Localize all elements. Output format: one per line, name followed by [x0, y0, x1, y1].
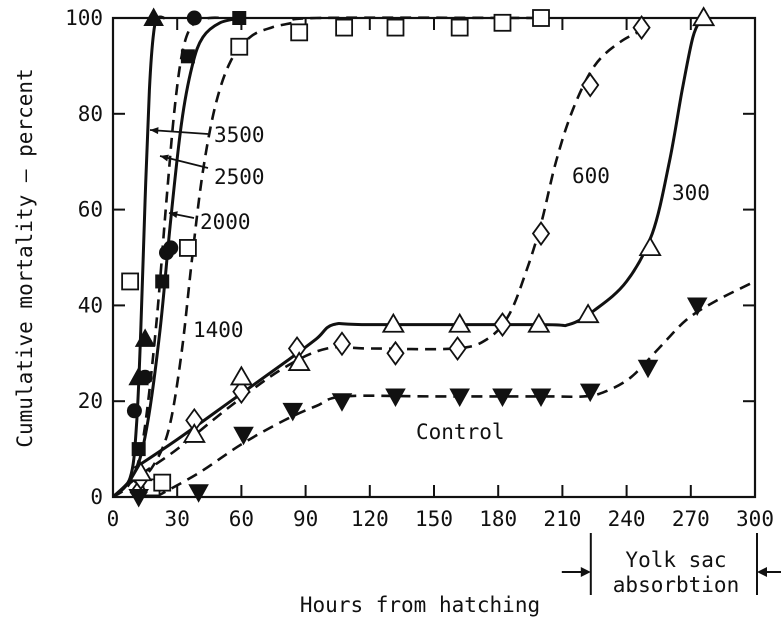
data-point-control	[282, 402, 304, 422]
data-point-1400	[493, 13, 512, 32]
data-point-300	[692, 6, 716, 27]
x-tick-label: 150	[415, 507, 453, 531]
data-point-1400	[230, 37, 249, 56]
x-tick-label: 0	[107, 507, 120, 531]
series-line-control	[155, 280, 756, 499]
data-point-2500	[186, 10, 202, 26]
leader-arrowhead	[150, 127, 159, 135]
y-tick-label: 40	[78, 293, 103, 317]
series-line-600	[112, 26, 649, 499]
data-point-3500	[134, 328, 156, 347]
series-line-3500	[111, 15, 165, 499]
series-label-2500: 2500	[214, 165, 265, 189]
data-point-300	[182, 422, 206, 443]
data-point-1400	[532, 9, 550, 27]
data-point-600	[581, 72, 600, 98]
series-labels: 3500 2500 2000 1400 600 300 Control	[149, 123, 710, 444]
y-tick-label: 60	[78, 198, 103, 222]
series-label-300: 300	[672, 181, 710, 205]
series-line-300	[133, 17, 703, 470]
data-point-300	[576, 303, 600, 324]
data-point-300	[638, 236, 662, 257]
data-point-300	[527, 312, 551, 333]
data-point-1400	[178, 239, 197, 257]
x-tick-label: 90	[293, 507, 318, 531]
x-tick-label: 210	[543, 507, 581, 531]
data-point-control	[530, 388, 552, 407]
data-point-control	[128, 489, 149, 508]
x-tick-label: 240	[608, 507, 646, 531]
yolk-sac-label-line2: absorbtion	[613, 573, 739, 597]
y-tick-label: 100	[65, 6, 103, 30]
x-tick-label: 180	[479, 507, 517, 531]
y-axis-title: Cumulative mortality – percent	[13, 68, 37, 447]
data-point-600	[531, 221, 551, 247]
data-point-2000	[232, 11, 247, 25]
data-point-600	[493, 312, 512, 338]
data-point-control	[385, 388, 406, 407]
data-point-control	[233, 426, 254, 446]
data-point-600	[448, 335, 467, 362]
data-point-3500	[143, 7, 164, 26]
data-point-600	[232, 379, 251, 405]
x-axis-title: Hours from hatching	[300, 593, 540, 617]
data-point-control	[331, 393, 353, 412]
data-point-300	[381, 312, 405, 333]
data-point-300	[287, 351, 311, 371]
data-point-control	[188, 484, 209, 503]
y-tick-label: 20	[78, 389, 103, 413]
series-line-1400	[133, 16, 542, 484]
x-tick-label: 270	[672, 507, 710, 531]
x-tick-label: 30	[165, 507, 190, 531]
data-point-2000	[131, 442, 146, 457]
data-point-2000	[155, 274, 170, 289]
data-point-2500	[163, 240, 179, 256]
x-axis: 0 30 60 90 120 150 180 210 240 270 300	[107, 18, 774, 531]
data-point-2000	[180, 49, 195, 64]
yolk-sac-label-line1: Yolk sac	[625, 548, 726, 572]
data-point-1400	[386, 18, 405, 37]
leader-line	[149, 129, 209, 135]
leader-arrowhead	[169, 211, 178, 219]
data-point-300	[129, 461, 153, 482]
absorption-end-arrowhead	[757, 567, 767, 577]
data-point-600	[332, 331, 352, 357]
data-point-1400	[121, 272, 140, 291]
data-point-control	[686, 297, 708, 316]
series-label-1400: 1400	[193, 318, 244, 342]
y-axis: 0 20 40 60 80 100	[65, 6, 755, 509]
data-point-control	[449, 388, 470, 407]
x-tick-label: 60	[229, 507, 254, 531]
data-point-300	[229, 365, 253, 386]
y-tick-label: 0	[90, 485, 103, 509]
data-point-600	[632, 15, 651, 41]
data-point-1400	[335, 18, 354, 37]
data-point-2500	[137, 369, 153, 385]
data-point-control	[492, 388, 513, 407]
data-point-2500	[126, 403, 142, 419]
leader-arrowhead	[160, 154, 169, 162]
series-markers	[121, 6, 716, 508]
series-label-control: Control	[416, 420, 505, 444]
data-point-control	[579, 383, 601, 403]
series-label-600: 600	[572, 164, 610, 188]
data-point-1400	[153, 473, 172, 492]
y-tick-label: 80	[78, 102, 103, 126]
data-point-1400	[290, 23, 309, 42]
absorption-start-arrowhead	[580, 567, 591, 577]
series-label-3500: 3500	[214, 123, 265, 147]
x-tick-label: 120	[351, 507, 389, 531]
annotations	[561, 533, 781, 595]
series-label-2000: 2000	[200, 210, 251, 234]
data-point-300	[448, 312, 472, 333]
data-point-control	[637, 359, 659, 379]
x-tick-label: 300	[736, 507, 774, 531]
data-point-1400	[450, 18, 469, 37]
data-point-600	[386, 340, 405, 366]
